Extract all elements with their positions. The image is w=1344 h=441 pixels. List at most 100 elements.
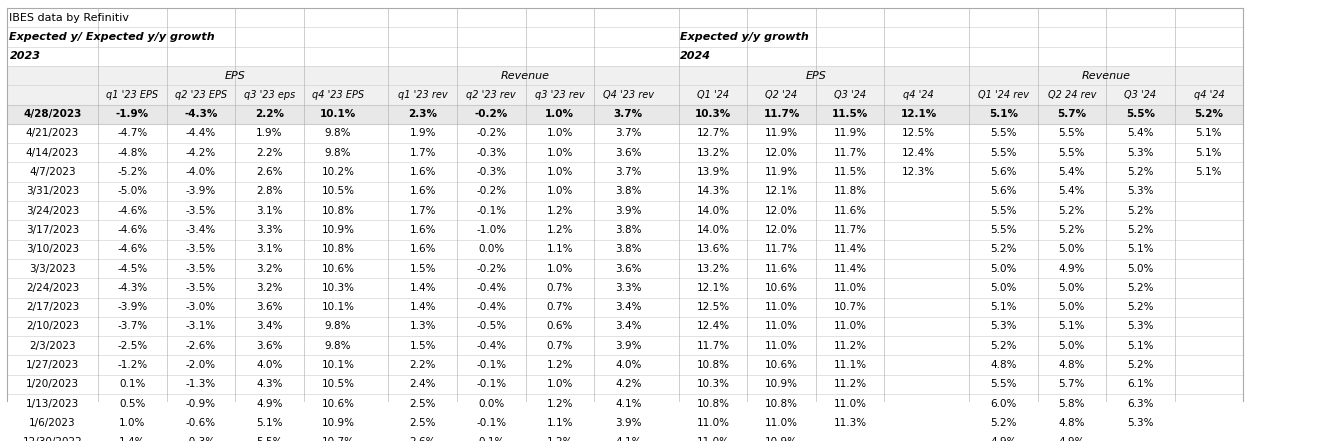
Text: 3.7%: 3.7% bbox=[614, 109, 642, 119]
Text: 4.9%: 4.9% bbox=[991, 437, 1016, 441]
Text: -1.2%: -1.2% bbox=[117, 360, 148, 370]
Text: -3.7%: -3.7% bbox=[117, 321, 148, 332]
Text: 9.8%: 9.8% bbox=[325, 341, 351, 351]
Text: -0.1%: -0.1% bbox=[476, 360, 507, 370]
Text: 5.1%: 5.1% bbox=[1128, 244, 1153, 254]
Text: -0.1%: -0.1% bbox=[476, 379, 507, 389]
Text: 2.3%: 2.3% bbox=[409, 109, 437, 119]
Text: 3.6%: 3.6% bbox=[616, 148, 641, 158]
Text: q2 '23 EPS: q2 '23 EPS bbox=[175, 90, 227, 100]
Text: 12.5%: 12.5% bbox=[902, 128, 935, 138]
Text: 11.5%: 11.5% bbox=[832, 109, 868, 119]
Text: 5.2%: 5.2% bbox=[1128, 302, 1153, 312]
Text: Q1 '24: Q1 '24 bbox=[698, 90, 728, 100]
Text: q3 '23 rev: q3 '23 rev bbox=[535, 90, 585, 100]
Text: 10.6%: 10.6% bbox=[321, 264, 355, 273]
Text: 4/21/2023: 4/21/2023 bbox=[26, 128, 79, 138]
Text: 3.6%: 3.6% bbox=[616, 264, 641, 273]
Text: Expected y/ Expected y/y growth: Expected y/ Expected y/y growth bbox=[9, 32, 215, 42]
Text: q4 '24: q4 '24 bbox=[1193, 90, 1224, 100]
Text: -3.9%: -3.9% bbox=[185, 187, 216, 196]
Text: 3/31/2023: 3/31/2023 bbox=[26, 187, 79, 196]
Text: 5.1%: 5.1% bbox=[1059, 321, 1085, 332]
Text: 3/3/2023: 3/3/2023 bbox=[30, 264, 75, 273]
Text: Q1 '24 rev: Q1 '24 rev bbox=[978, 90, 1028, 100]
Text: Revenue: Revenue bbox=[1082, 71, 1130, 81]
Text: 1.4%: 1.4% bbox=[410, 302, 435, 312]
Text: 1.2%: 1.2% bbox=[547, 360, 573, 370]
Text: 6.1%: 6.1% bbox=[1128, 379, 1153, 389]
Text: 1.3%: 1.3% bbox=[410, 321, 435, 332]
Text: 5.4%: 5.4% bbox=[1059, 167, 1085, 177]
Text: EPS: EPS bbox=[224, 71, 246, 81]
Text: -1.3%: -1.3% bbox=[185, 379, 216, 389]
Text: 1.9%: 1.9% bbox=[410, 128, 435, 138]
Text: 1.5%: 1.5% bbox=[410, 341, 435, 351]
Text: 11.0%: 11.0% bbox=[833, 283, 867, 293]
Text: 1.0%: 1.0% bbox=[547, 128, 573, 138]
Text: 2.4%: 2.4% bbox=[410, 379, 435, 389]
Text: 3.8%: 3.8% bbox=[616, 244, 641, 254]
Text: 10.9%: 10.9% bbox=[321, 225, 355, 235]
Text: 2.6%: 2.6% bbox=[257, 167, 282, 177]
Text: -4.6%: -4.6% bbox=[117, 206, 148, 216]
Text: 2/3/2023: 2/3/2023 bbox=[30, 341, 75, 351]
Text: 12.0%: 12.0% bbox=[765, 206, 798, 216]
Text: 11.9%: 11.9% bbox=[765, 128, 798, 138]
Text: 3.3%: 3.3% bbox=[257, 225, 282, 235]
Text: 10.6%: 10.6% bbox=[765, 283, 798, 293]
Text: 11.0%: 11.0% bbox=[765, 341, 798, 351]
Text: 5.7%: 5.7% bbox=[1058, 109, 1086, 119]
Text: 5.2%: 5.2% bbox=[1128, 360, 1153, 370]
Text: 5.2%: 5.2% bbox=[1059, 225, 1085, 235]
Text: 11.0%: 11.0% bbox=[696, 437, 730, 441]
Text: 5.3%: 5.3% bbox=[1128, 187, 1153, 196]
Text: 3/17/2023: 3/17/2023 bbox=[26, 225, 79, 235]
Text: -4.7%: -4.7% bbox=[117, 128, 148, 138]
Text: 1.2%: 1.2% bbox=[547, 399, 573, 409]
Text: 5.2%: 5.2% bbox=[991, 244, 1016, 254]
Text: 12.7%: 12.7% bbox=[696, 128, 730, 138]
Text: -4.6%: -4.6% bbox=[117, 225, 148, 235]
Text: -4.6%: -4.6% bbox=[117, 244, 148, 254]
Text: 4.9%: 4.9% bbox=[1059, 437, 1085, 441]
Text: 11.7%: 11.7% bbox=[696, 341, 730, 351]
Text: 11.0%: 11.0% bbox=[833, 399, 867, 409]
Text: 6.0%: 6.0% bbox=[991, 399, 1016, 409]
Text: 12/30/2022: 12/30/2022 bbox=[23, 437, 82, 441]
Text: -0.6%: -0.6% bbox=[185, 418, 216, 428]
Text: -0.1%: -0.1% bbox=[476, 418, 507, 428]
Text: 5.2%: 5.2% bbox=[1128, 225, 1153, 235]
Text: 5.5%: 5.5% bbox=[1059, 148, 1085, 158]
Text: 5.2%: 5.2% bbox=[1195, 109, 1223, 119]
Text: 4.8%: 4.8% bbox=[991, 360, 1016, 370]
Text: 10.9%: 10.9% bbox=[321, 418, 355, 428]
Text: 5.0%: 5.0% bbox=[1059, 283, 1085, 293]
Text: 11.4%: 11.4% bbox=[833, 264, 867, 273]
Text: 0.1%: 0.1% bbox=[120, 379, 145, 389]
Text: 12.0%: 12.0% bbox=[765, 148, 798, 158]
Text: 2/17/2023: 2/17/2023 bbox=[26, 302, 79, 312]
Text: 14.3%: 14.3% bbox=[696, 187, 730, 196]
Text: Q3 '24: Q3 '24 bbox=[1125, 90, 1156, 100]
Text: 10.3%: 10.3% bbox=[695, 109, 731, 119]
Text: 4.9%: 4.9% bbox=[1059, 264, 1085, 273]
Text: 12.1%: 12.1% bbox=[765, 187, 798, 196]
Text: 10.8%: 10.8% bbox=[765, 399, 798, 409]
Text: -0.2%: -0.2% bbox=[476, 264, 507, 273]
Text: 5.3%: 5.3% bbox=[991, 321, 1016, 332]
Text: 11.9%: 11.9% bbox=[765, 167, 798, 177]
Text: 5.1%: 5.1% bbox=[1196, 128, 1222, 138]
Text: 4.3%: 4.3% bbox=[257, 379, 282, 389]
Text: -0.5%: -0.5% bbox=[476, 321, 507, 332]
Text: -4.4%: -4.4% bbox=[185, 128, 216, 138]
Text: 9.8%: 9.8% bbox=[325, 148, 351, 158]
Text: q4 '24: q4 '24 bbox=[903, 90, 934, 100]
Text: 5.2%: 5.2% bbox=[1128, 206, 1153, 216]
Text: 1.0%: 1.0% bbox=[546, 109, 574, 119]
Text: 12.1%: 12.1% bbox=[696, 283, 730, 293]
Text: -4.8%: -4.8% bbox=[117, 148, 148, 158]
Text: -4.3%: -4.3% bbox=[117, 283, 148, 293]
Text: 1.1%: 1.1% bbox=[547, 244, 573, 254]
Text: 12.4%: 12.4% bbox=[696, 321, 730, 332]
